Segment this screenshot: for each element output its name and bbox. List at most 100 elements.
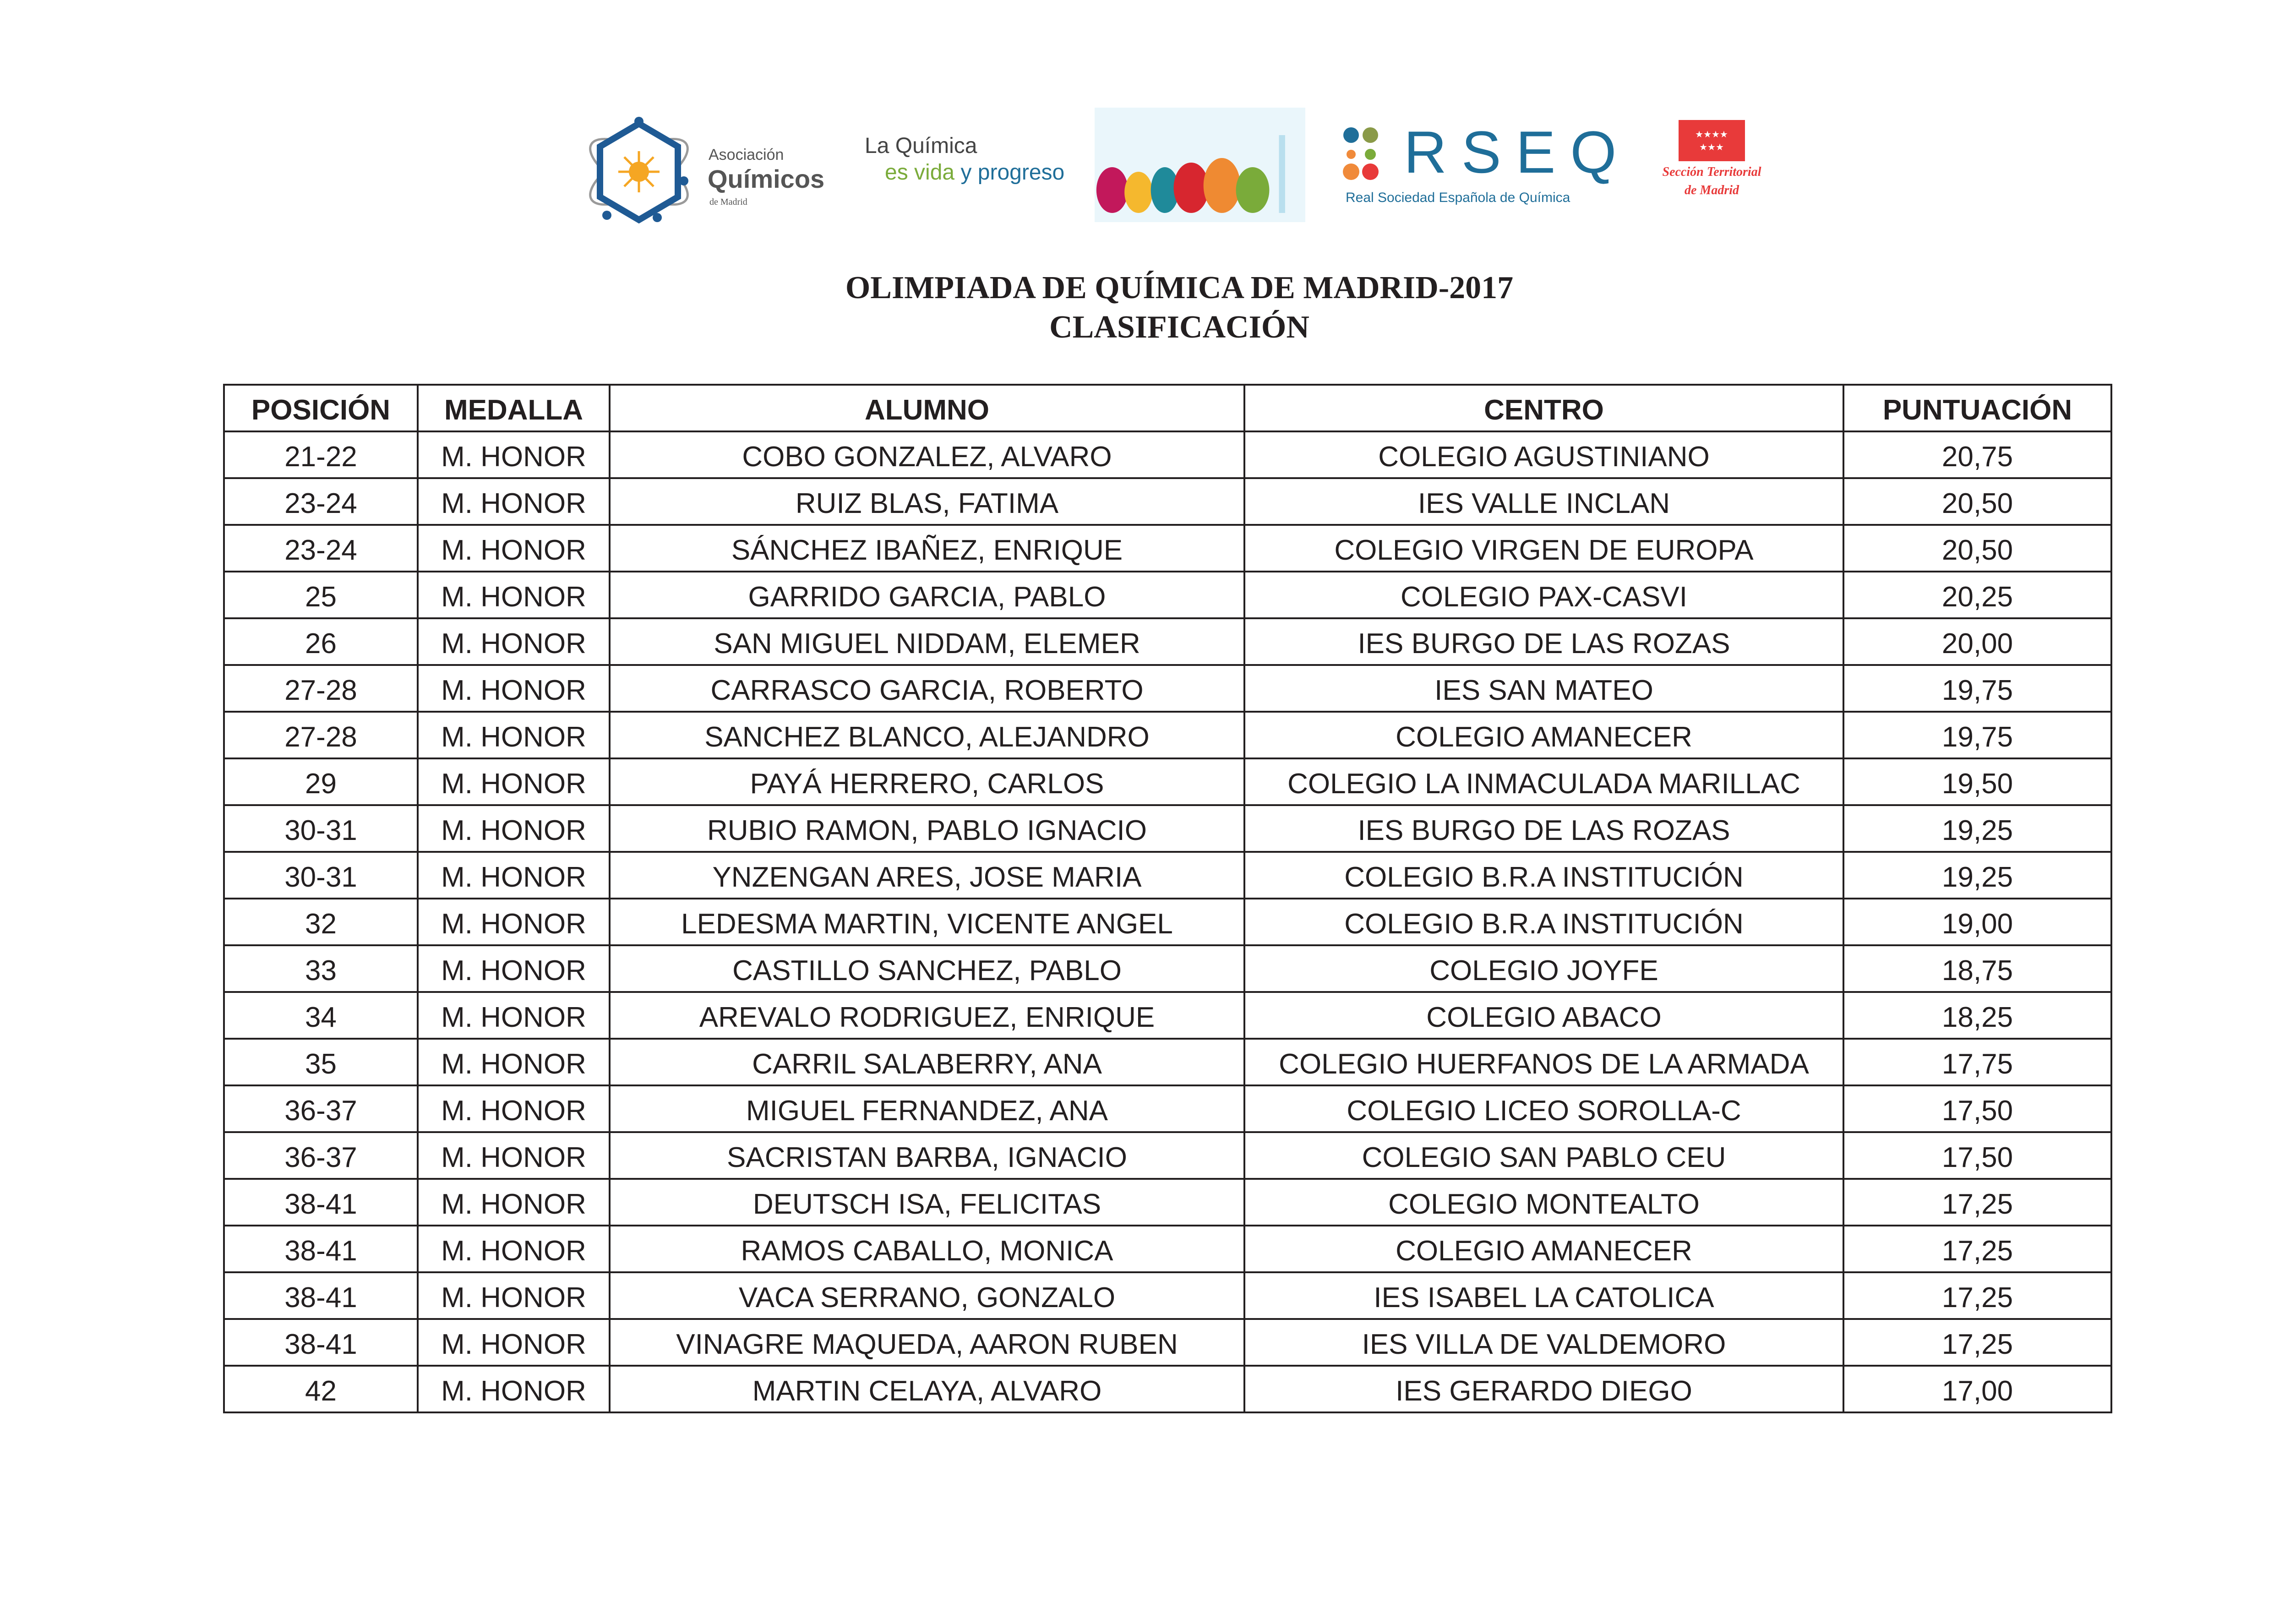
puntuacion-cell: 17,25 xyxy=(1843,1225,2112,1273)
posicion-cell: 35 xyxy=(223,1038,419,1086)
alumno-cell: YNZENGAN ARES, JOSE MARIA xyxy=(609,851,1245,899)
table-row: 27-28 M. HONOR SANCHEZ BLANCO, ALEJANDRO CO… xyxy=(223,711,2112,759)
puntuacion-cell: 20,50 xyxy=(1843,477,2112,526)
centro-cell: COLEGIO B.R.A INSTITUCIÓN xyxy=(1243,898,1844,946)
medalla-cell: M. HONOR xyxy=(417,477,611,526)
medalla-cell: M. HONOR xyxy=(417,1271,611,1320)
medalla-cell: M. HONOR xyxy=(417,1084,611,1133)
table-row: 34 M. HONOR AREVALO RODRIGUEZ, ENRIQUE COLE… xyxy=(223,991,2112,1040)
centro-cell: IES ISABEL LA CATOLICA xyxy=(1243,1271,1844,1320)
alumno-cell: MIGUEL FERNANDEZ, ANA xyxy=(609,1084,1245,1133)
table-row: 32 M. HONOR LEDESMA MARTIN, VICENTE ANGEL C… xyxy=(223,898,2112,946)
table-row: 36-37 M. HONOR SACRISTAN BARBA, IGNACIO COL… xyxy=(223,1131,2112,1180)
madrid-logo: ★★★★ ★★★ Sección Territorial de Madrid xyxy=(1649,120,1782,207)
puntuacion-cell: 17,50 xyxy=(1843,1084,2112,1133)
atom-hexagon-icon xyxy=(589,117,689,224)
puntuacion-cell: 19,50 xyxy=(1843,758,2112,806)
madrid-flag-icon: ★★★★ ★★★ xyxy=(1679,120,1745,161)
puntuacion-cell: 20,25 xyxy=(1843,571,2112,619)
medalla-cell: M. HONOR xyxy=(417,991,611,1040)
document-title: OLIMPIADA DE QUÍMICA DE MADRID-2017 xyxy=(845,270,1514,305)
posicion-cell: 26 xyxy=(223,617,419,666)
table-row: 30-31 M. HONOR RUBIO RAMON, PABLO IGNACIO I… xyxy=(223,804,2112,853)
madrid-line1: Sección Territorial xyxy=(1662,165,1761,179)
alumno-cell: SÁNCHEZ IBAÑEZ, ENRIQUE xyxy=(609,524,1245,572)
flasks-icon xyxy=(1095,108,1305,222)
ranking-table: POSICIÓN MEDALLA ALUMNO CENTRO PUNTUACIÓ… xyxy=(223,384,2112,1413)
posicion-cell: 42 xyxy=(223,1365,419,1413)
centro-cell: IES BURGO DE LAS ROZAS xyxy=(1243,617,1844,666)
puntuacion-cell: 17,25 xyxy=(1843,1318,2112,1367)
table-row: 23-24 M. HONOR RUIZ BLAS, FATIMA IES VALLE … xyxy=(223,477,2112,526)
alumno-cell: SAN MIGUEL NIDDAM, ELEMER xyxy=(609,617,1245,666)
alumno-cell: GARRIDO GARCIA, PABLO xyxy=(609,571,1245,619)
posicion-cell: 21-22 xyxy=(223,431,419,479)
rseq-dots-icon xyxy=(1343,127,1379,180)
table-row: 27-28 M. HONOR CARRASCO GARCIA, ROBERTO IES… xyxy=(223,664,2112,713)
alumno-cell: COBO GONZALEZ, ALVARO xyxy=(609,431,1245,479)
puntuacion-cell: 19,75 xyxy=(1843,711,2112,759)
puntuacion-cell: 17,25 xyxy=(1843,1271,2112,1320)
puntuacion-cell: 17,50 xyxy=(1843,1131,2112,1180)
posicion-cell: 36-37 xyxy=(223,1131,419,1180)
alumno-cell: RAMOS CABALLO, MONICA xyxy=(609,1225,1245,1273)
posicion-cell: 38-41 xyxy=(223,1318,419,1367)
header-medalla: MEDALLA xyxy=(417,384,611,432)
centro-cell: COLEGIO ABACO xyxy=(1243,991,1844,1040)
alumno-cell: RUBIO RAMON, PABLO IGNACIO xyxy=(609,804,1245,853)
alumno-cell: LEDESMA MARTIN, VICENTE ANGEL xyxy=(609,898,1245,946)
aqm-line2: Químicos xyxy=(708,164,825,193)
medalla-cell: M. HONOR xyxy=(417,1131,611,1180)
quimica-logo: La Química es vida y progreso xyxy=(861,108,1319,222)
alumno-cell: RUIZ BLAS, FATIMA xyxy=(609,477,1245,526)
medalla-cell: M. HONOR xyxy=(417,1318,611,1367)
posicion-cell: 27-28 xyxy=(223,711,419,759)
centro-cell: IES GERARDO DIEGO xyxy=(1243,1365,1844,1413)
posicion-cell: 36-37 xyxy=(223,1084,419,1133)
medalla-cell: M. HONOR xyxy=(417,1365,611,1413)
centro-cell: COLEGIO VIRGEN DE EUROPA xyxy=(1243,524,1844,572)
puntuacion-cell: 19,75 xyxy=(1843,664,2112,713)
puntuacion-cell: 17,00 xyxy=(1843,1365,2112,1413)
svg-text:★★★★: ★★★★ xyxy=(1695,129,1728,140)
centro-cell: IES SAN MATEO xyxy=(1243,664,1844,713)
document-subtitle: CLASIFICACIÓN xyxy=(1049,310,1309,345)
header-alumno: ALUMNO xyxy=(609,384,1245,432)
rseq-logo: RSEQ Real Sociedad Española de Química xyxy=(1342,117,1653,213)
posicion-cell: 38-41 xyxy=(223,1271,419,1320)
table-header-row: POSICIÓN MEDALLA ALUMNO CENTRO PUNTUACIÓ… xyxy=(223,384,2112,432)
alumno-cell: PAYÁ HERRERO, CARLOS xyxy=(609,758,1245,806)
alumno-cell: DEUTSCH ISA, FELICITAS xyxy=(609,1178,1245,1226)
centro-cell: COLEGIO AGUSTINIANO xyxy=(1243,431,1844,479)
medalla-cell: M. HONOR xyxy=(417,617,611,666)
madrid-line2: de Madrid xyxy=(1685,183,1739,197)
alumno-cell: SACRISTAN BARBA, IGNACIO xyxy=(609,1131,1245,1180)
table-row: 35 M. HONOR CARRIL SALABERRY, ANA COLEGIO H… xyxy=(223,1038,2112,1086)
medalla-cell: M. HONOR xyxy=(417,571,611,619)
medalla-cell: M. HONOR xyxy=(417,1225,611,1273)
table-row: 38-41 M. HONOR DEUTSCH ISA, FELICITAS COLEG… xyxy=(223,1178,2112,1226)
centro-cell: COLEGIO HUERFANOS DE LA ARMADA xyxy=(1243,1038,1844,1086)
posicion-cell: 23-24 xyxy=(223,524,419,572)
table-body: 21-22 M. HONOR COBO GONZALEZ, ALVARO COLEGI… xyxy=(223,431,2112,1413)
quimica-line2a: es vida xyxy=(885,160,955,185)
alumno-cell: CARRASCO GARCIA, ROBERTO xyxy=(609,664,1245,713)
posicion-cell: 34 xyxy=(223,991,419,1040)
medalla-cell: M. HONOR xyxy=(417,758,611,806)
centro-cell: COLEGIO AMANECER xyxy=(1243,1225,1844,1273)
medalla-cell: M. HONOR xyxy=(417,898,611,946)
table-row: 36-37 M. HONOR MIGUEL FERNANDEZ, ANA COLEGI… xyxy=(223,1084,2112,1133)
centro-cell: COLEGIO LA INMACULADA MARILLAC xyxy=(1243,758,1844,806)
posicion-cell: 38-41 xyxy=(223,1178,419,1226)
posicion-cell: 23-24 xyxy=(223,477,419,526)
puntuacion-cell: 18,25 xyxy=(1843,991,2112,1040)
puntuacion-cell: 20,00 xyxy=(1843,617,2112,666)
table-row: 38-41 M. HONOR VINAGRE MAQUEDA, AARON RUBE… xyxy=(223,1318,2112,1367)
table-row: 38-41 M. HONOR RAMOS CABALLO, MONICA COLEGI… xyxy=(223,1225,2112,1273)
centro-cell: COLEGIO AMANECER xyxy=(1243,711,1844,759)
medalla-cell: M. HONOR xyxy=(417,851,611,899)
alumno-cell: MARTIN CELAYA, ALVARO xyxy=(609,1365,1245,1413)
medalla-cell: M. HONOR xyxy=(417,711,611,759)
posicion-cell: 30-31 xyxy=(223,804,419,853)
table-row: 30-31 M. HONOR YNZENGAN ARES, JOSE MARIA CO… xyxy=(223,851,2112,899)
